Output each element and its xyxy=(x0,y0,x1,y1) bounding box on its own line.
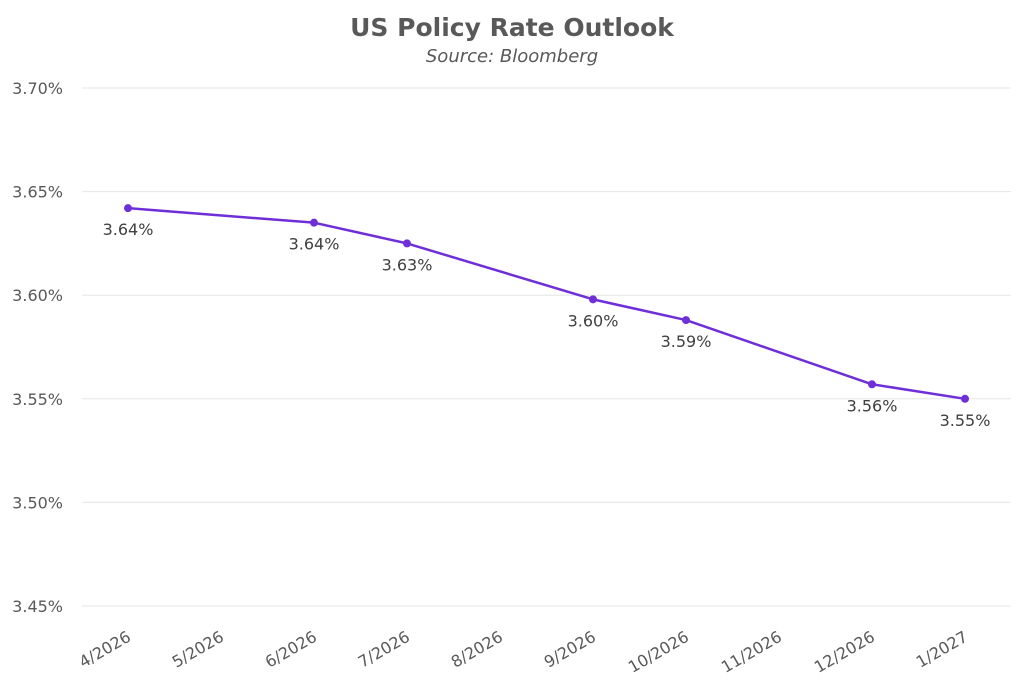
data-point xyxy=(589,295,597,304)
data-label: 3.55% xyxy=(940,411,991,430)
data-point xyxy=(682,316,690,325)
x-tick-label: 6/2026 xyxy=(262,627,320,672)
series-line xyxy=(127,206,966,401)
data-point xyxy=(868,380,876,389)
x-tick-label: 12/2026 xyxy=(811,627,878,677)
data-label: 3.63% xyxy=(382,255,433,274)
data-label: 3.59% xyxy=(661,332,712,351)
data-label: 3.56% xyxy=(847,396,898,415)
data-point xyxy=(961,394,969,403)
x-tick-label: 1/2027 xyxy=(913,627,971,672)
chart-title: US Policy Rate Outlook xyxy=(350,13,675,42)
x-tick-label: 7/2026 xyxy=(355,627,413,672)
data-point xyxy=(403,239,411,248)
chart-subtitle: Source: Bloomberg xyxy=(426,46,598,67)
data-point xyxy=(310,218,318,227)
x-tick-label: 5/2026 xyxy=(169,627,227,672)
x-tick-label: 9/2026 xyxy=(541,627,599,672)
x-tick-label: 8/2026 xyxy=(448,627,506,672)
data-labels: 3.64% 3.64% 3.63% 3.60% 3.59% 3.56% 3.55% xyxy=(103,220,991,430)
y-tick-label: 3.70% xyxy=(12,79,63,98)
y-tick-label: 3.65% xyxy=(12,183,63,202)
data-label: 3.64% xyxy=(289,235,340,254)
data-label: 3.60% xyxy=(568,311,619,330)
y-tick-label: 3.50% xyxy=(12,493,63,512)
x-tick-label: 11/2026 xyxy=(718,627,785,677)
y-tick-label: 3.55% xyxy=(12,390,63,409)
x-tick-label: 10/2026 xyxy=(625,627,692,677)
data-label: 3.64% xyxy=(103,220,154,239)
y-tick-label: 3.60% xyxy=(12,286,63,305)
x-axis-ticks: 4/2026 5/2026 6/2026 7/2026 8/2026 9/2026 10/2… xyxy=(76,627,971,677)
data-point xyxy=(124,204,132,213)
gridlines xyxy=(82,87,1011,607)
y-tick-label: 3.45% xyxy=(12,597,63,616)
series xyxy=(124,204,969,403)
y-axis-ticks: 3.45% 3.50% 3.55% 3.60% 3.65% 3.70% xyxy=(12,79,63,616)
x-tick-label: 4/2026 xyxy=(76,627,134,672)
